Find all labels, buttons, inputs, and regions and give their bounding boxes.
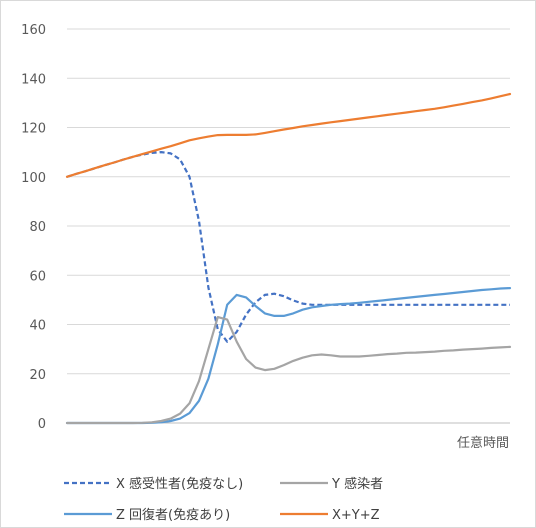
y-tick-label: 100 (21, 171, 46, 186)
series-line (66, 151, 510, 343)
legend-label: X 感受性者(免疫なし) (116, 476, 243, 492)
series-lines (65, 92, 512, 425)
legend: X 感受性者(免疫なし) Y 感染者 Z 回復者(免疫あり) X+Y+Z (64, 476, 383, 523)
y-tick-label: 160 (21, 23, 46, 38)
y-tick-label: 60 (29, 269, 46, 284)
series-line (65, 287, 512, 425)
legend-label: Z 回復者(免疫あり) (116, 507, 230, 523)
y-tick-label: 40 (29, 319, 46, 334)
y-tick-label: 0 (38, 417, 46, 432)
legend-label: Y 感染者 (331, 476, 383, 492)
legend-label: X+Y+Z (332, 508, 380, 523)
y-tick-label: 80 (29, 220, 46, 235)
y-tick-label: 120 (21, 122, 46, 137)
y-tick-label: 20 (29, 368, 46, 383)
y-axis-tick-labels: 0 20 40 60 80 100 120 140 160 (21, 23, 46, 432)
x-axis-label: 任意時間 (457, 435, 509, 451)
series-line (65, 92, 512, 178)
series-line (65, 316, 512, 425)
y-tick-label: 140 (21, 72, 46, 87)
